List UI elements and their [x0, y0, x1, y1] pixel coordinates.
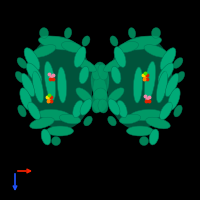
Ellipse shape [152, 134, 156, 142]
Ellipse shape [128, 28, 136, 38]
Ellipse shape [108, 88, 124, 102]
Ellipse shape [27, 36, 93, 130]
Ellipse shape [82, 36, 90, 46]
Ellipse shape [92, 88, 108, 112]
Ellipse shape [92, 99, 102, 113]
Ellipse shape [149, 129, 159, 145]
Ellipse shape [169, 80, 175, 91]
Ellipse shape [24, 48, 40, 70]
Ellipse shape [133, 67, 143, 103]
Ellipse shape [160, 48, 176, 70]
Ellipse shape [108, 99, 120, 115]
Ellipse shape [168, 88, 180, 110]
Ellipse shape [84, 116, 92, 126]
Ellipse shape [151, 28, 161, 38]
Ellipse shape [77, 52, 82, 63]
Ellipse shape [74, 47, 86, 67]
Ellipse shape [163, 107, 169, 116]
Ellipse shape [114, 47, 126, 67]
Ellipse shape [139, 136, 149, 146]
Ellipse shape [79, 66, 89, 84]
Ellipse shape [174, 105, 182, 117]
Ellipse shape [26, 63, 42, 83]
Ellipse shape [98, 64, 108, 80]
Ellipse shape [57, 67, 67, 103]
Ellipse shape [117, 100, 127, 118]
Ellipse shape [117, 41, 139, 53]
Ellipse shape [83, 104, 88, 112]
Ellipse shape [110, 36, 118, 46]
Ellipse shape [112, 104, 117, 112]
Ellipse shape [21, 73, 35, 97]
Ellipse shape [51, 136, 61, 146]
Ellipse shape [160, 102, 172, 120]
Ellipse shape [164, 54, 171, 65]
Ellipse shape [171, 94, 177, 105]
Ellipse shape [111, 66, 121, 84]
Ellipse shape [93, 76, 107, 104]
Ellipse shape [108, 116, 116, 126]
Ellipse shape [175, 71, 185, 83]
Ellipse shape [114, 71, 118, 80]
Ellipse shape [44, 61, 56, 101]
Ellipse shape [156, 71, 168, 103]
Ellipse shape [46, 126, 74, 136]
Ellipse shape [107, 36, 173, 130]
Ellipse shape [32, 45, 56, 57]
Ellipse shape [31, 69, 38, 78]
Ellipse shape [61, 41, 83, 53]
Ellipse shape [38, 36, 78, 50]
Ellipse shape [159, 80, 164, 96]
Ellipse shape [48, 72, 52, 91]
Ellipse shape [76, 58, 96, 72]
Ellipse shape [18, 105, 26, 117]
Ellipse shape [144, 45, 168, 57]
Ellipse shape [17, 58, 27, 68]
Ellipse shape [119, 114, 141, 124]
Ellipse shape [146, 117, 170, 129]
Ellipse shape [91, 62, 109, 98]
Ellipse shape [98, 99, 108, 113]
Ellipse shape [144, 61, 156, 101]
Ellipse shape [104, 58, 124, 72]
Ellipse shape [44, 134, 48, 142]
Ellipse shape [15, 71, 25, 83]
Ellipse shape [127, 126, 154, 136]
Ellipse shape [23, 94, 29, 105]
Ellipse shape [73, 100, 83, 118]
Ellipse shape [118, 52, 123, 63]
Ellipse shape [59, 114, 81, 124]
Ellipse shape [120, 105, 124, 114]
Ellipse shape [29, 54, 36, 65]
Ellipse shape [165, 73, 179, 97]
Ellipse shape [38, 109, 70, 121]
Ellipse shape [20, 88, 32, 110]
Ellipse shape [41, 129, 51, 145]
Ellipse shape [28, 102, 40, 120]
Ellipse shape [122, 36, 162, 50]
Ellipse shape [148, 72, 152, 91]
Ellipse shape [64, 28, 72, 38]
Ellipse shape [32, 71, 44, 103]
Ellipse shape [162, 69, 169, 78]
Ellipse shape [92, 64, 102, 80]
Ellipse shape [60, 77, 64, 95]
Ellipse shape [158, 63, 174, 83]
Ellipse shape [173, 58, 183, 68]
Ellipse shape [31, 107, 37, 116]
Ellipse shape [136, 77, 140, 95]
Ellipse shape [39, 28, 49, 38]
Ellipse shape [76, 105, 80, 114]
Ellipse shape [82, 71, 86, 80]
Ellipse shape [30, 117, 54, 129]
Ellipse shape [76, 88, 92, 102]
Ellipse shape [80, 99, 92, 115]
Ellipse shape [36, 80, 41, 96]
Ellipse shape [25, 80, 31, 91]
Ellipse shape [130, 109, 162, 121]
